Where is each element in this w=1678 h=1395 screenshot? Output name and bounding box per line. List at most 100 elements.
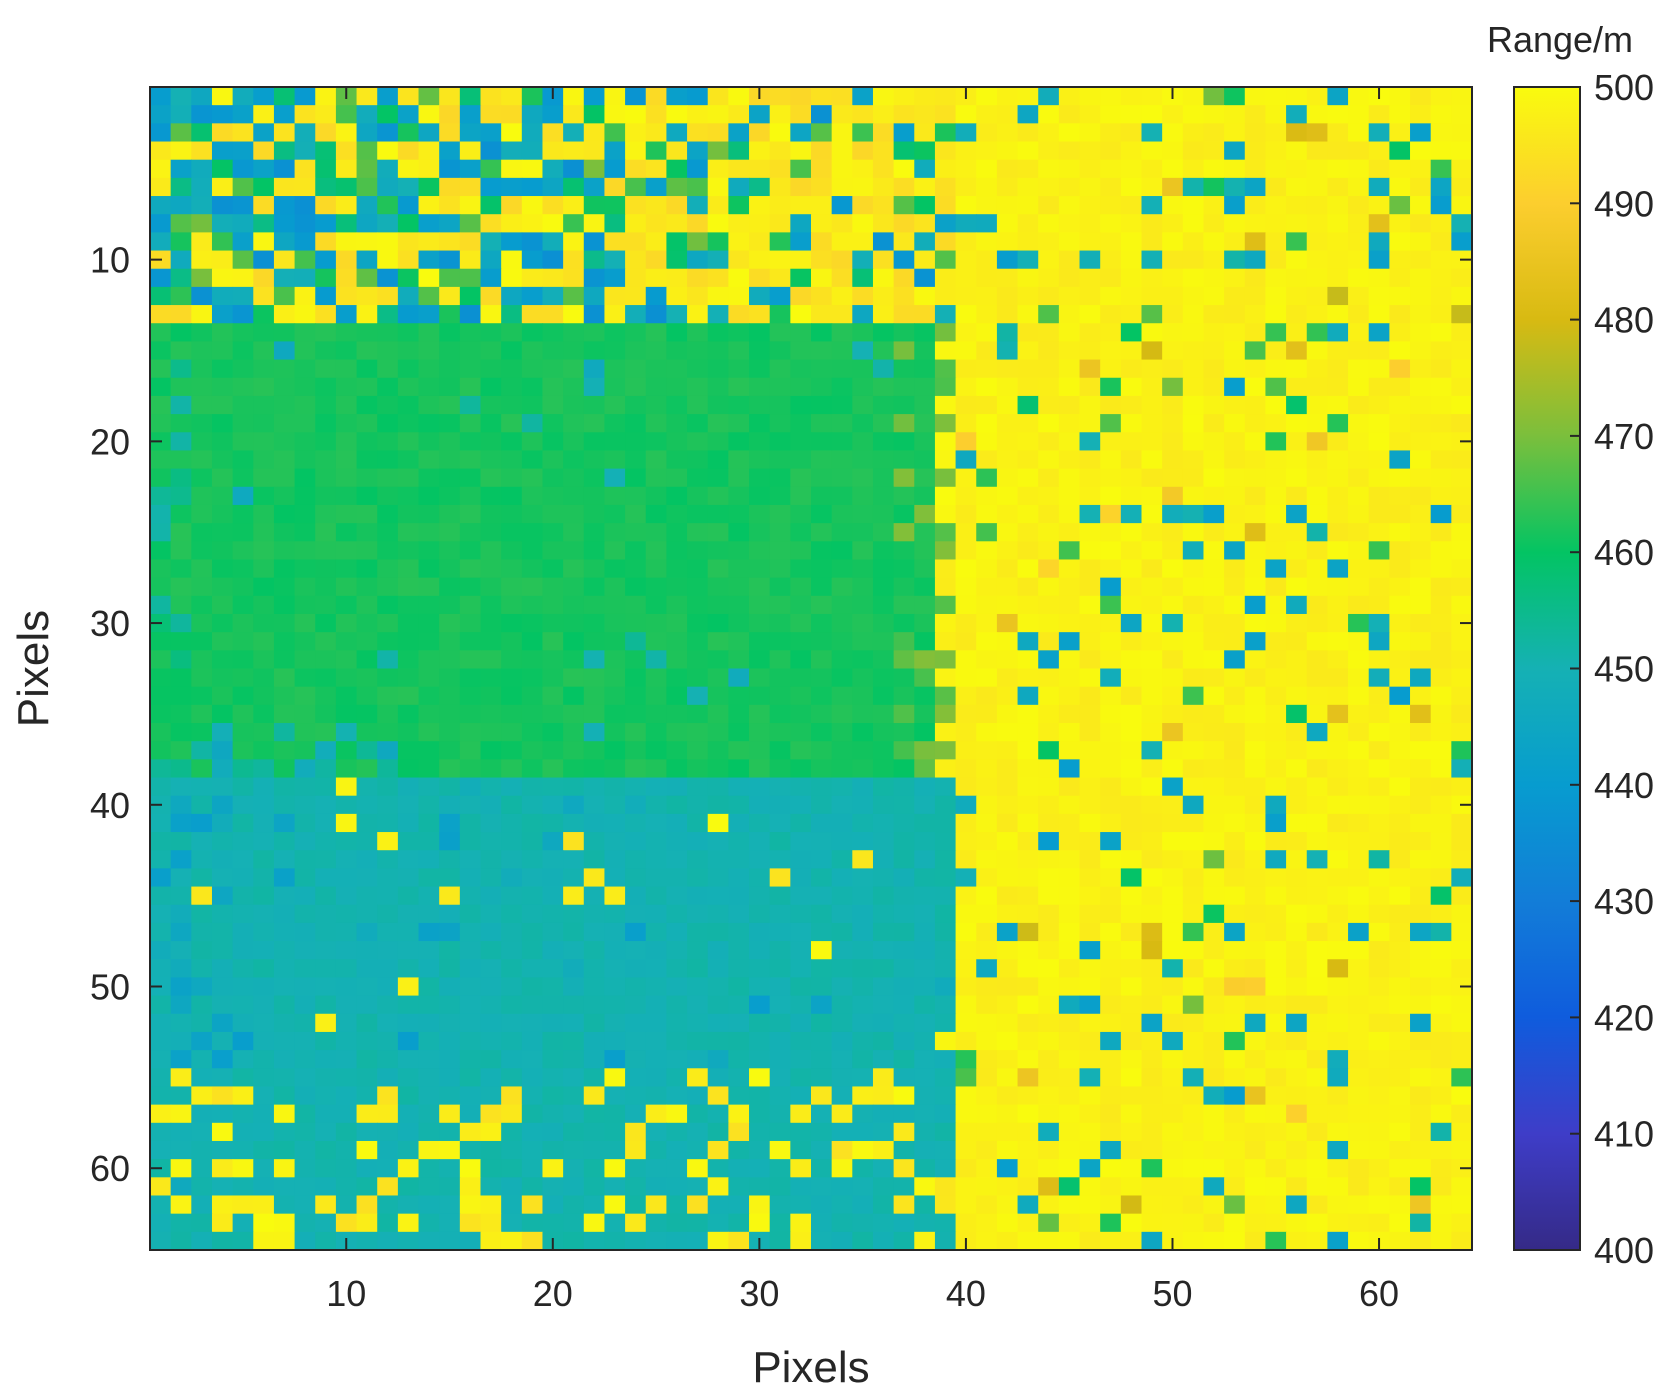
heatmap-cell [1017,1086,1039,1106]
heatmap-cell [769,959,791,979]
heatmap-cell [583,1031,606,1051]
heatmap-cell [934,832,957,851]
heatmap-cell [831,832,853,851]
heatmap-cell [1327,250,1349,270]
heatmap-cell [769,1159,791,1178]
heatmap-cell [790,395,812,415]
heatmap-cell [418,1177,440,1197]
heatmap-cell [1265,159,1287,179]
heatmap-cell [749,559,771,579]
heatmap-cell [728,323,750,342]
heatmap-cell [790,741,812,760]
heatmap-cell [996,668,1019,688]
heatmap-cell [1058,232,1081,252]
heatmap-cell [253,668,275,688]
heatmap-cell [563,1159,585,1178]
heatmap-cell [356,577,378,597]
heatmap-cell [1120,650,1143,670]
heatmap-cell [934,523,957,542]
heatmap-cell [707,559,729,579]
heatmap-cell [1265,414,1287,433]
heatmap-cell [253,341,275,361]
heatmap-cell [232,1213,254,1233]
heatmap-cell [191,995,213,1015]
heatmap-cell [315,1104,337,1124]
heatmap-cell [1244,613,1267,633]
heatmap-cell [1100,1104,1122,1124]
heatmap-cell [1348,813,1370,833]
heatmap-cell [852,904,874,924]
heatmap-cell [150,232,172,252]
heatmap-cell [150,504,172,524]
heatmap-cell [480,159,502,179]
heatmap-cell [1203,959,1225,979]
heatmap-cell [191,959,213,979]
heatmap-cell [1203,123,1225,143]
heatmap-cell [377,359,399,379]
heatmap-cell [666,1013,688,1033]
heatmap-cell [170,1231,192,1251]
heatmap-cell [1389,595,1411,615]
heatmap-cell [501,1086,523,1106]
heatmap-cell [1141,832,1163,851]
heatmap-cell [831,1122,853,1142]
heatmap-cell [1410,214,1432,233]
heatmap-cell [1224,1086,1246,1106]
heatmap-cell [625,1031,647,1051]
heatmap-cell [1327,995,1349,1015]
heatmap-cell [604,886,626,906]
heatmap-cell [996,886,1019,906]
heatmap-cell [604,995,626,1015]
heatmap-cell [191,650,213,670]
heatmap-cell [1306,232,1329,252]
heatmap-cell [377,87,399,106]
heatmap-cells [150,87,1473,1251]
heatmap-cell [294,1068,316,1088]
heatmap-cell [872,414,895,433]
heatmap-cell [645,123,668,143]
heatmap-cell [1120,196,1143,215]
heatmap-cell [872,632,895,651]
heatmap-cell [1017,468,1039,488]
heatmap-cell [666,1031,688,1051]
heatmap-cell [377,432,399,452]
heatmap-cell [1038,686,1060,706]
heatmap-cell [459,904,482,924]
heatmap-cell [397,87,420,106]
heatmap-cell [232,432,254,452]
heatmap-cell [1265,395,1287,415]
heatmap-cell [1017,813,1039,833]
heatmap-cell [1141,941,1163,960]
heatmap-cell [583,1068,606,1088]
heatmap-cell [1265,922,1287,942]
heatmap-cell [501,486,523,506]
heatmap-cell [1265,214,1287,233]
heatmap-cell [914,650,936,670]
heatmap-cell [687,759,709,779]
heatmap-cell [749,305,771,324]
heatmap-cell [645,1104,668,1124]
heatmap-cell [150,668,172,688]
heatmap-cell [976,450,998,470]
heatmap-cell [335,341,358,361]
heatmap-cell [1203,414,1225,433]
heatmap-cell [852,723,874,742]
heatmap-cell [996,995,1019,1015]
heatmap-cell [996,486,1019,506]
heatmap-cell [1224,850,1246,869]
heatmap-cell [1348,541,1370,561]
heatmap-cell [1430,395,1452,415]
heatmap-cell [170,1140,192,1160]
heatmap-cell [273,196,296,215]
heatmap-cell [1410,832,1432,851]
heatmap-cell [439,995,461,1015]
heatmap-cell [893,595,915,615]
heatmap-cell [439,286,461,306]
heatmap-cell [1203,504,1225,524]
heatmap-cell [645,105,668,124]
heatmap-cell [480,595,502,615]
heatmap-cell [439,650,461,670]
heatmap-cell [893,177,915,197]
heatmap-cell [1430,941,1452,960]
heatmap-cell [934,922,957,942]
